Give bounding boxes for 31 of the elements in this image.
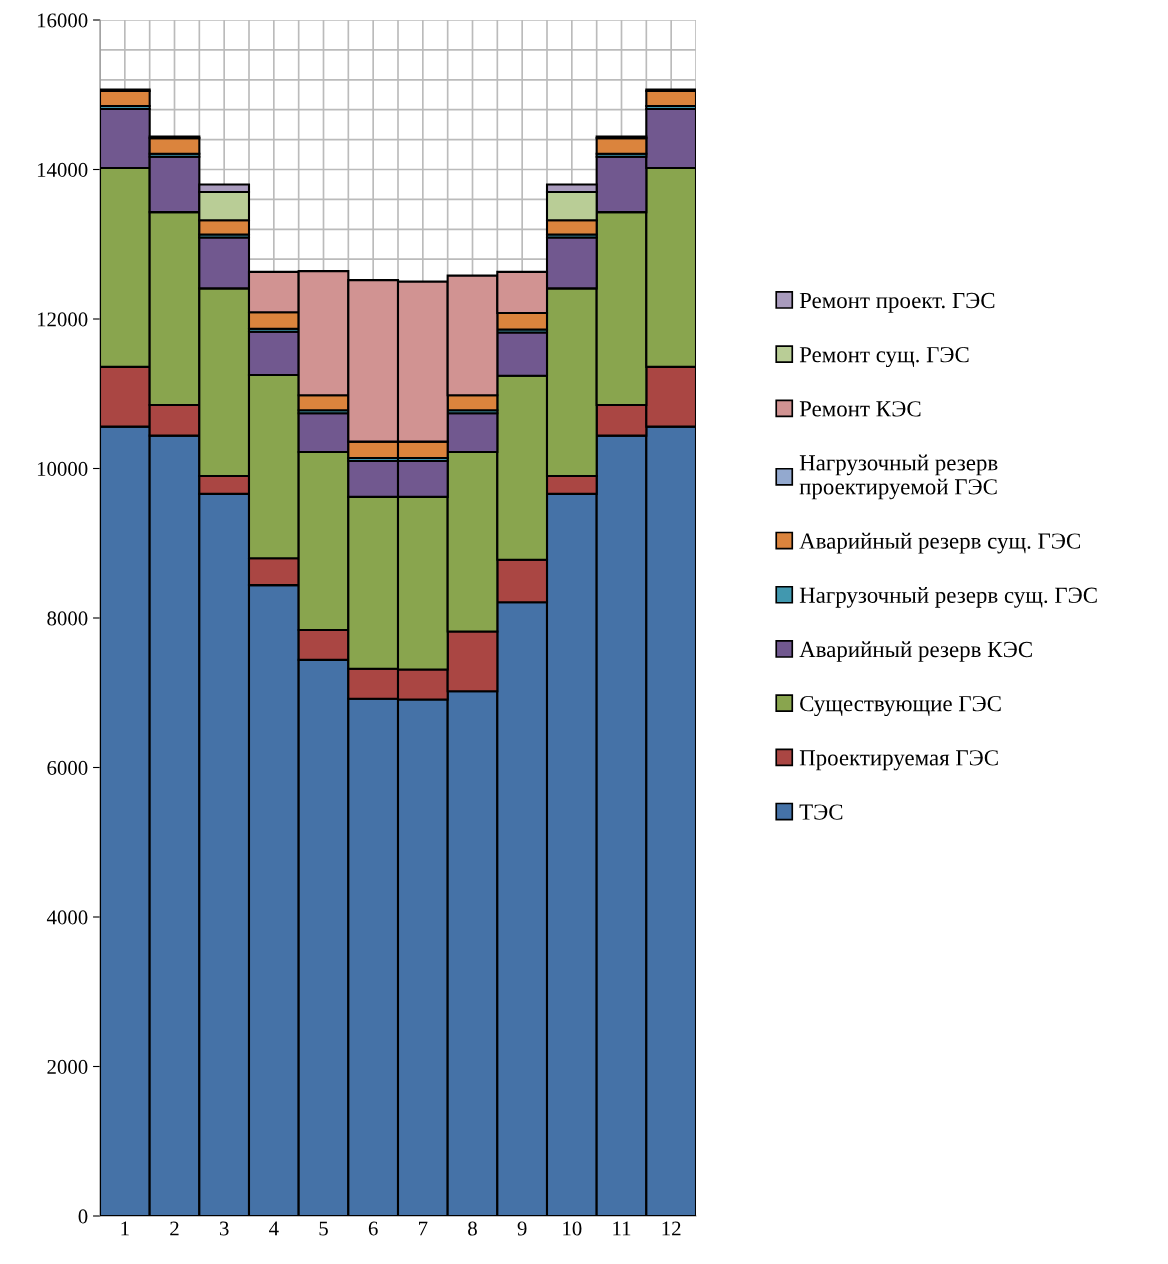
y-tick-label: 10000 xyxy=(37,461,88,476)
x-tick-label: 1 xyxy=(121,1221,129,1236)
x-tick-label: 11 xyxy=(613,1221,631,1236)
y-tick-label: 14000 xyxy=(37,162,88,177)
x-tick-label: 2 xyxy=(170,1221,179,1236)
y-tick-label: 8000 xyxy=(47,611,88,626)
legend-label: Аварийный резерв сущ. ГЭС xyxy=(799,532,1080,554)
x-tick-label: 4 xyxy=(269,1221,279,1236)
y-tick-label: 2000 xyxy=(47,1059,88,1074)
y-tick-label: 0 xyxy=(78,1209,88,1224)
y-tick-label: 12000 xyxy=(37,312,88,327)
legend-label: Ремонт КЭС xyxy=(799,401,921,417)
legend-label: ТЭС xyxy=(799,804,843,820)
x-tick-label: 8 xyxy=(468,1221,477,1236)
x-tick-label: 12 xyxy=(662,1221,681,1236)
x-tick-label: 10 xyxy=(563,1221,582,1236)
legend-label: Ремонт проект. ГЭС xyxy=(799,292,995,313)
x-tick-label: 7 xyxy=(419,1221,428,1236)
legend-label: Аварийный резерв КЭС xyxy=(799,641,1032,662)
y-tick-label: 4000 xyxy=(46,910,88,925)
legend-label: Проектируемая ГЭС xyxy=(799,750,998,771)
x-tick-label: 3 xyxy=(219,1221,229,1236)
y-tick-label: 16000 xyxy=(37,13,88,28)
legend-label: Нагрузочный резерв проектируемой ГЭС xyxy=(799,454,998,500)
legend-label: Ремонт сущ. ГЭС xyxy=(799,346,969,368)
x-tick-label: 6 xyxy=(368,1221,378,1236)
x-tick-label: 9 xyxy=(517,1221,527,1236)
x-tick-label: 5 xyxy=(319,1221,328,1236)
legend-label: Нагрузочный резерв сущ. ГЭС xyxy=(799,587,1097,608)
legend-label: Существующие ГЭС xyxy=(800,695,1001,717)
y-tick-label: 6000 xyxy=(47,760,88,775)
